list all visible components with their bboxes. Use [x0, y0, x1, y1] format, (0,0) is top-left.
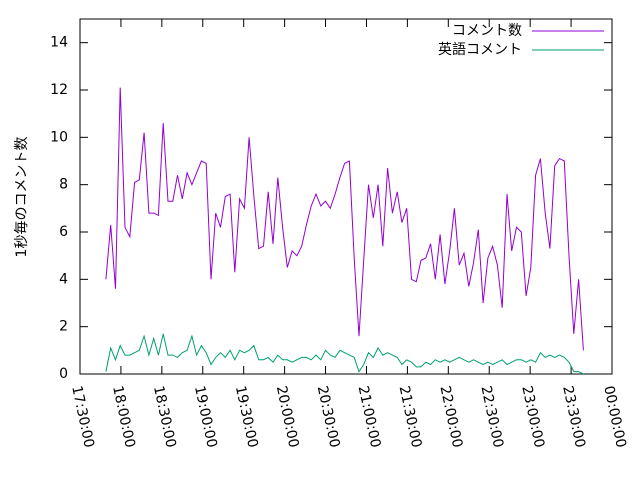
y-tick-label: 2	[59, 319, 68, 335]
y-tick-label: 14	[50, 35, 68, 51]
x-tick-label: 21:00:00	[355, 384, 384, 449]
y-axis-label: 1秒毎のコメント数	[14, 137, 30, 258]
legend-label: 英語コメント	[438, 41, 522, 58]
x-tick-label: 19:00:00	[191, 384, 220, 449]
plot-frame	[79, 18, 613, 375]
x-tick-label: 21:30:00	[396, 384, 425, 449]
y-tick-label: 8	[59, 177, 68, 193]
x-tick-label: 20:30:00	[314, 384, 343, 449]
y-tick-label: 0	[59, 366, 68, 382]
y-tick-label: 10	[50, 129, 68, 145]
x-tick-label: 17:30:00	[68, 384, 97, 449]
y-tick-label: 4	[59, 271, 68, 287]
x-tick-label: 20:00:00	[273, 384, 302, 449]
x-tick-label: 18:30:00	[150, 384, 179, 449]
x-tick-label: 22:00:00	[436, 384, 465, 449]
x-tick-label: 19:30:00	[232, 384, 261, 449]
x-tick-label: 23:30:00	[559, 384, 588, 449]
x-tick-label: 00:00:00	[600, 384, 629, 449]
y-tick-label: 12	[50, 82, 68, 98]
x-tick-label: 18:00:00	[109, 384, 138, 449]
series-line	[105, 333, 584, 375]
y-tick-label: 6	[59, 224, 68, 240]
x-tick-label: 23:00:00	[518, 384, 547, 449]
legend-label: コメント数	[452, 23, 522, 39]
x-tick-label: 22:30:00	[477, 384, 506, 449]
series-line	[105, 87, 584, 351]
